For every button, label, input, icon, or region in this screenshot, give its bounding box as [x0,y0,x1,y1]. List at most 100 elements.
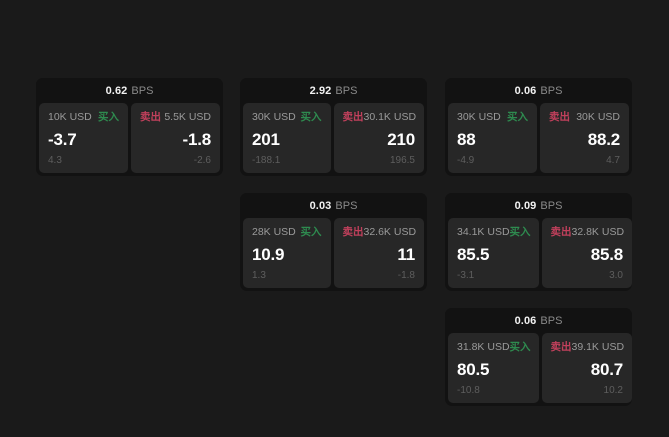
buy-delta: -188.1 [252,155,281,166]
sell-price: 210 [387,130,415,149]
buy-side-label: 买入 [509,226,531,238]
buy-panel-header: 31.8K USD 买入 [457,341,531,354]
sell-side-label: 卖出 [140,111,161,123]
sell-delta: 4.7 [606,155,620,166]
buy-panel-header: 30K USD 买入 [252,111,322,124]
sell-side-label: 卖出 [342,111,364,123]
bps-unit-label: BPS [335,199,358,212]
buy-delta: -10.8 [457,385,480,396]
bps-value: 0.09 [514,199,537,212]
buy-side-label: 买入 [509,341,531,353]
sell-delta: -1.8 [397,270,415,281]
buy-panel[interactable]: 10K USD 买入 -3.7 4.3 [39,103,128,173]
buy-delta: -4.9 [457,155,475,166]
spread-card[interactable]: 2.92 BPS 30K USD 买入 201 -188.1 卖出 30.1K … [240,78,427,176]
sell-size-label: 39.1K USD [571,341,625,353]
card-column-3: 0.06 BPS 30K USD 买入 88 -4.9 卖出 30K USD 8… [445,78,632,423]
sell-panel-header: 卖出 39.1K USD [550,341,625,354]
buy-panel[interactable]: 31.8K USD 买入 80.5 -10.8 [448,333,539,403]
spread-card[interactable]: 0.06 BPS 30K USD 买入 88 -4.9 卖出 30K USD 8… [445,78,632,176]
card-column-1: 0.62 BPS 10K USD 买入 -3.7 4.3 卖出 5.5K USD… [36,78,223,193]
card-header: 0.06 BPS [445,308,632,333]
sell-price: 11 [397,245,415,264]
buy-panel-header: 30K USD 买入 [457,111,528,124]
sell-side-label: 卖出 [549,111,570,123]
bps-value: 0.06 [514,314,537,327]
spread-card[interactable]: 0.06 BPS 31.8K USD 买入 80.5 -10.8 卖出 39.1… [445,308,632,406]
card-panels: 30K USD 买入 201 -188.1 卖出 30.1K USD 210 1… [240,103,427,176]
sell-side-label: 卖出 [342,226,364,238]
buy-price: 10.9 [252,245,285,264]
card-header: 2.92 BPS [240,78,427,103]
sell-price: 88.2 [587,130,620,149]
sell-panel[interactable]: 卖出 30K USD 88.2 4.7 [540,103,629,173]
spread-card[interactable]: 0.09 BPS 34.1K USD 买入 85.5 -3.1 卖出 32.8K… [445,193,632,291]
card-column-2: 2.92 BPS 30K USD 买入 201 -188.1 卖出 30.1K … [240,78,427,308]
buy-delta: -3.1 [457,270,475,281]
buy-size-label: 30K USD [457,111,501,123]
card-header: 0.03 BPS [240,193,427,218]
buy-panel[interactable]: 30K USD 买入 88 -4.9 [448,103,537,173]
sell-price: 85.8 [590,245,623,264]
bps-unit-label: BPS [540,314,563,327]
sell-size-label: 30.1K USD [363,111,417,123]
bps-value: 0.06 [514,84,537,97]
bps-value: 2.92 [309,84,332,97]
buy-price: -3.7 [48,130,77,149]
bps-unit-label: BPS [335,84,358,97]
sell-delta: 10.2 [603,385,623,396]
sell-size-label: 32.6K USD [363,226,417,238]
sell-delta: -2.6 [193,155,211,166]
card-header: 0.62 BPS [36,78,223,103]
sell-panel-header: 卖出 30.1K USD [342,111,417,124]
buy-side-label: 买入 [98,111,119,123]
buy-size-label: 10K USD [48,111,92,123]
sell-panel-header: 卖出 32.6K USD [342,226,417,239]
buy-size-label: 28K USD [252,226,296,238]
sell-panel-header: 卖出 32.8K USD [551,226,625,239]
card-panels: 34.1K USD 买入 85.5 -3.1 卖出 32.8K USD 85.8… [445,218,632,291]
sell-size-label: 5.5K USD [164,111,211,123]
buy-delta: 4.3 [48,155,62,166]
buy-delta: 1.3 [252,270,266,281]
buy-panel[interactable]: 34.1K USD 买入 85.5 -3.1 [448,218,539,288]
buy-price: 201 [252,130,280,149]
sell-size-label: 32.8K USD [571,226,625,238]
sell-panel[interactable]: 卖出 32.8K USD 85.8 3.0 [541,218,632,288]
buy-price: 80.5 [457,360,490,379]
card-panels: 30K USD 买入 88 -4.9 卖出 30K USD 88.2 4.7 [445,103,632,176]
bps-unit-label: BPS [540,199,563,212]
sell-side-label: 卖出 [550,341,572,353]
buy-panel-header: 34.1K USD 买入 [457,226,531,239]
bps-value: 0.03 [309,199,332,212]
sell-panel-header: 卖出 5.5K USD [140,111,211,124]
bps-unit-label: BPS [540,84,563,97]
card-panels: 31.8K USD 买入 80.5 -10.8 卖出 39.1K USD 80.… [445,333,632,406]
buy-side-label: 买入 [300,226,322,238]
sell-price: -1.8 [182,130,212,149]
sell-panel-header: 卖出 30K USD [549,111,620,124]
sell-panel[interactable]: 卖出 30.1K USD 210 196.5 [333,103,424,173]
card-panels: 28K USD 买入 10.9 1.3 卖出 32.6K USD 11 -1.8 [240,218,427,291]
card-panels: 10K USD 买入 -3.7 4.3 卖出 5.5K USD -1.8 -2.… [36,103,223,176]
buy-panel[interactable]: 30K USD 买入 201 -188.1 [243,103,331,173]
buy-panel[interactable]: 28K USD 买入 10.9 1.3 [243,218,331,288]
spread-card[interactable]: 0.62 BPS 10K USD 买入 -3.7 4.3 卖出 5.5K USD… [36,78,223,176]
spread-card[interactable]: 0.03 BPS 28K USD 买入 10.9 1.3 卖出 32.6K US… [240,193,427,291]
buy-side-label: 买入 [507,111,528,123]
buy-price: 88 [457,130,476,149]
card-header: 0.06 BPS [445,78,632,103]
sell-panel[interactable]: 卖出 32.6K USD 11 -1.8 [333,218,424,288]
sell-panel[interactable]: 卖出 5.5K USD -1.8 -2.6 [131,103,220,173]
buy-price: 85.5 [457,245,490,264]
card-header: 0.09 BPS [445,193,632,218]
buy-size-label: 31.8K USD [457,341,510,353]
bps-unit-label: BPS [131,84,154,97]
sell-size-label: 30K USD [576,111,620,123]
buy-panel-header: 28K USD 买入 [252,226,322,239]
buy-panel-header: 10K USD 买入 [48,111,119,124]
sell-delta: 196.5 [389,155,415,166]
sell-panel[interactable]: 卖出 39.1K USD 80.7 10.2 [541,333,632,403]
buy-side-label: 买入 [300,111,322,123]
